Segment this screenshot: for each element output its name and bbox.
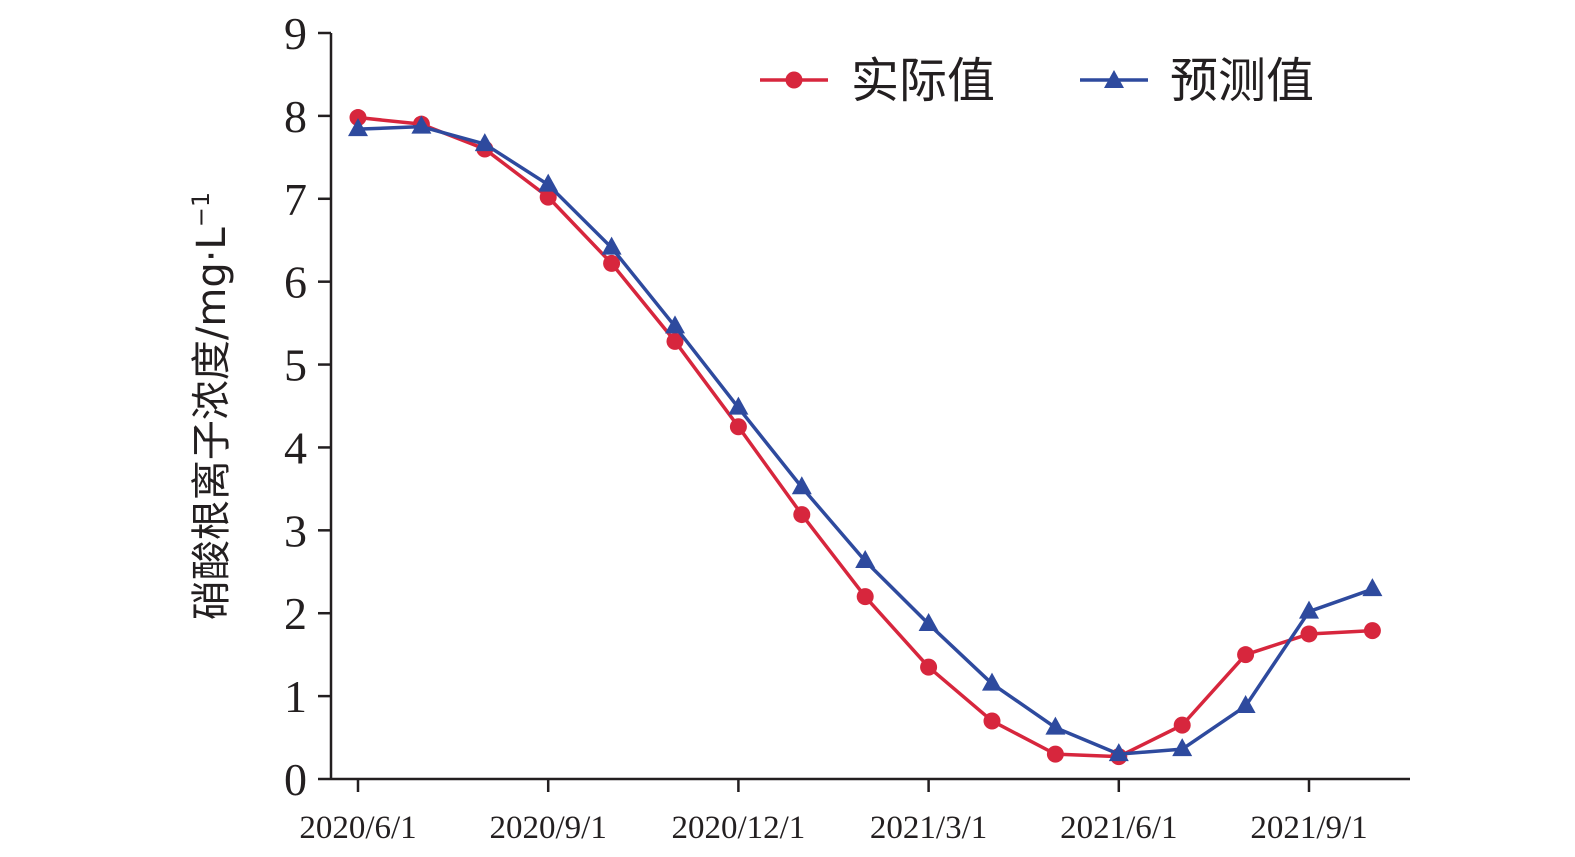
data-point <box>601 236 622 255</box>
y-tick-label: 9 <box>284 8 307 59</box>
data-point <box>982 672 1002 691</box>
data-point <box>349 109 367 127</box>
legend-item-actual: 实际值 <box>760 53 995 109</box>
data-point <box>855 550 876 569</box>
data-point <box>1237 646 1255 664</box>
series-actual <box>349 109 1381 766</box>
x-tick-label: 2021/3/1 <box>870 810 987 846</box>
data-point <box>918 612 939 631</box>
data-point <box>603 254 621 272</box>
data-point <box>539 188 557 206</box>
data-point <box>665 315 685 334</box>
legend-item-predicted: 预测值 <box>1080 53 1314 109</box>
data-point <box>1045 716 1066 735</box>
y-tick-label: 5 <box>284 340 307 391</box>
x-tick-label: 2020/6/1 <box>299 810 416 846</box>
data-point <box>1235 695 1256 714</box>
data-point <box>474 133 495 152</box>
y-tick-label: 8 <box>284 91 307 142</box>
data-point <box>538 173 559 192</box>
data-point <box>856 588 874 606</box>
data-point <box>1363 622 1381 640</box>
axes <box>329 33 1410 781</box>
data-point <box>793 506 811 524</box>
data-point <box>1172 738 1193 757</box>
y-tick-label: 2 <box>284 588 307 639</box>
legend-marker-predicted <box>1104 70 1124 88</box>
data-point <box>1108 743 1129 762</box>
y-tick-label: 4 <box>284 422 307 473</box>
legend-label-actual: 实际值 <box>851 53 995 109</box>
series-line <box>357 124 1373 756</box>
x-tick-label: 2021/9/1 <box>1250 810 1367 846</box>
data-point <box>920 658 938 676</box>
data-point <box>1299 600 1319 619</box>
data-point <box>983 712 1001 730</box>
data-point <box>348 118 368 137</box>
data-point <box>1300 625 1318 643</box>
y-tick-label: 3 <box>284 505 307 556</box>
y-tick-label: 0 <box>284 754 307 805</box>
x-tick-label: 2020/12/1 <box>671 810 805 846</box>
series-layer <box>348 109 1383 766</box>
legend-label-predicted: 预测值 <box>1170 53 1314 109</box>
data-point <box>728 396 749 415</box>
y-tick-label: 7 <box>284 174 307 225</box>
data-point <box>1362 578 1383 597</box>
data-point <box>666 332 684 350</box>
data-point <box>729 418 747 436</box>
data-point <box>411 115 432 134</box>
y-tick-label: 6 <box>284 257 307 308</box>
x-ticks: 2020/6/1 2020/9/1 2020/12/1 2021/3/1 2021/6/… <box>299 779 1368 846</box>
x-tick-label: 2021/6/1 <box>1060 810 1177 846</box>
y-ticks: 0 1 2 3 4 5 6 7 8 9 <box>284 8 331 805</box>
data-point <box>1173 716 1191 734</box>
legend: 实际值 预测值 <box>760 53 1314 109</box>
legend-marker-actual <box>785 71 803 89</box>
series-predicted <box>348 115 1383 762</box>
series-line <box>357 115 1373 759</box>
y-tick-label: 1 <box>284 671 307 722</box>
data-point <box>791 476 812 495</box>
y-axis-label: 硝酸根离子浓度/mg·L−1 <box>187 192 235 620</box>
data-point <box>1046 745 1064 763</box>
x-tick-label: 2020/9/1 <box>490 810 607 846</box>
